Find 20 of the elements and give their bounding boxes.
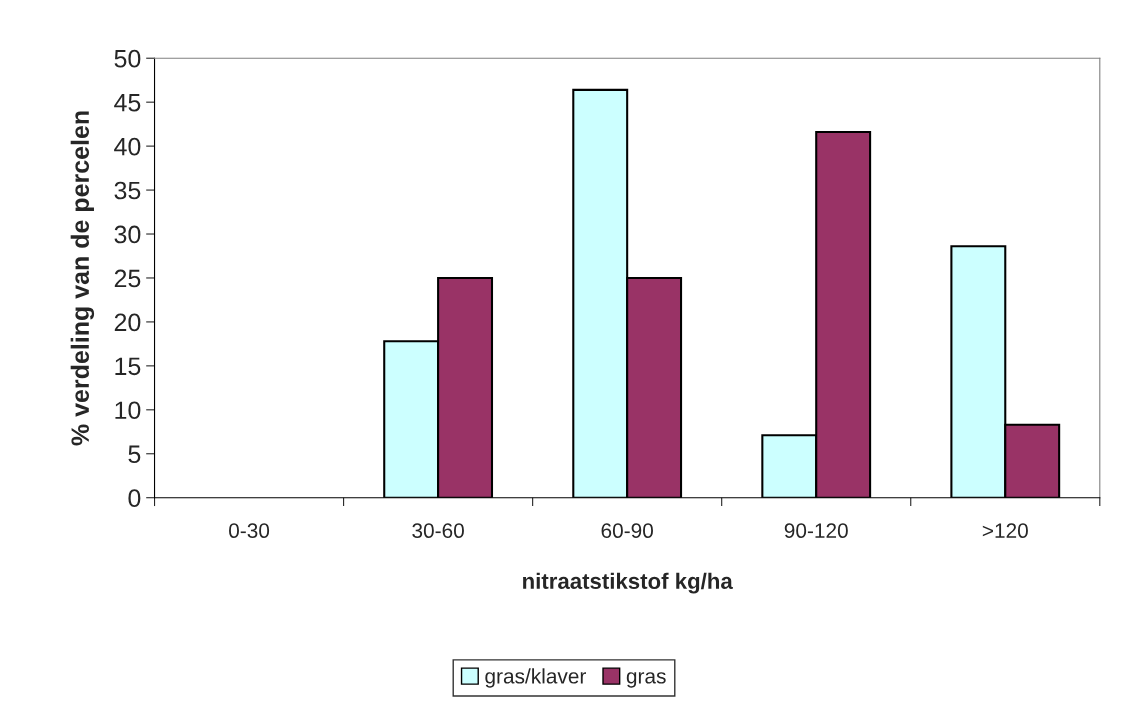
legend-label: gras bbox=[626, 672, 666, 688]
x-tick-label: >120 bbox=[982, 523, 1028, 539]
x-tick-label: 30-60 bbox=[412, 523, 464, 539]
y-tick-label: 10 bbox=[115, 401, 141, 420]
legend-label: gras/klaver bbox=[485, 668, 587, 688]
y-axis-title: % verdeling van de percelen bbox=[70, 111, 95, 446]
x-tick-label: 0-30 bbox=[229, 523, 270, 539]
x-tick-label: 60-90 bbox=[601, 523, 653, 539]
y-tick-label: 0 bbox=[128, 489, 141, 508]
x-axis-title: nitraatstikstof kg/ha bbox=[523, 572, 733, 594]
x-tick-label: 90-120 bbox=[784, 523, 848, 539]
y-tick-label: 20 bbox=[114, 313, 141, 332]
y-tick-label: 30 bbox=[114, 225, 141, 244]
y-tick-label: 45 bbox=[114, 94, 141, 112]
y-tick-label: 15 bbox=[115, 357, 141, 376]
y-tick-label: 5 bbox=[128, 445, 141, 464]
y-tick-label: 25 bbox=[114, 269, 141, 288]
y-tick-label: 40 bbox=[114, 137, 141, 156]
y-tick-label: 50 bbox=[114, 49, 141, 68]
y-tick-label: 35 bbox=[114, 181, 141, 200]
